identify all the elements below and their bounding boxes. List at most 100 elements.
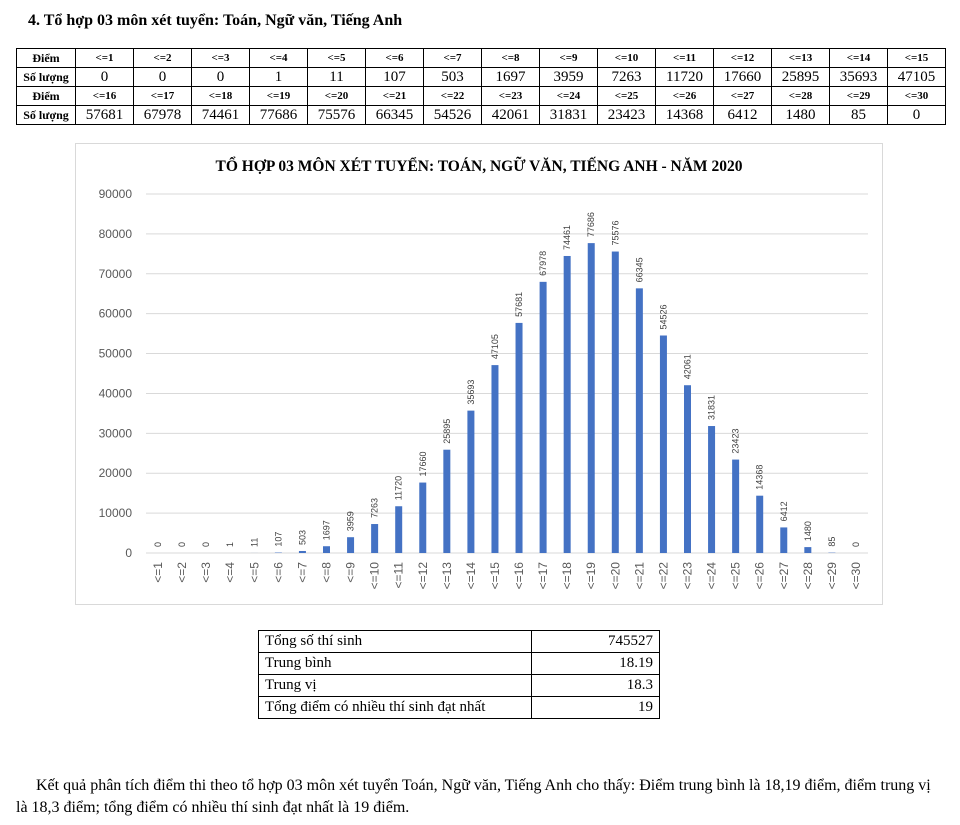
- score-cell: <=4: [249, 48, 308, 68]
- data-label: 54526: [658, 304, 668, 329]
- data-label: 503: [297, 530, 307, 545]
- y-tick-label: 0: [125, 546, 132, 560]
- x-tick-label: <=16: [512, 562, 526, 590]
- x-tick-label: <=1: [151, 562, 165, 583]
- data-label: 42061: [683, 354, 693, 379]
- bar: [467, 410, 475, 553]
- count-cell: 0: [75, 67, 134, 87]
- count-cell: 74461: [191, 105, 250, 125]
- count-cell: 0: [191, 67, 250, 87]
- count-cell: 1: [249, 67, 308, 87]
- bar: [659, 335, 667, 553]
- data-label: 7263: [370, 498, 380, 518]
- data-label: 6412: [779, 501, 789, 521]
- data-label: 31831: [707, 395, 717, 420]
- score-cell: <=23: [481, 86, 540, 106]
- count-cell: 6412: [713, 105, 772, 125]
- count-cell: 3959: [539, 67, 598, 87]
- y-tick-label: 30000: [99, 426, 133, 440]
- x-tick-label: <=25: [729, 562, 743, 590]
- x-tick-label: <=20: [608, 562, 622, 590]
- bar: [684, 385, 691, 553]
- bar: [395, 506, 403, 553]
- score-cell: <=16: [75, 86, 134, 106]
- count-row: Số lượng 57681 67978 74461 77686 75576 6…: [16, 105, 946, 125]
- y-tick-label: 20000: [99, 466, 133, 480]
- score-distribution-chart: TỔ HỢP 03 MÔN XÉT TUYỂN: TOÁN, NGỮ VĂN, …: [75, 143, 883, 605]
- bar: [611, 251, 619, 553]
- count-cell: 54526: [423, 105, 482, 125]
- count-cell: 85: [829, 105, 888, 125]
- count-cell: 42061: [481, 105, 540, 125]
- row-label-score: Điểm: [16, 86, 76, 106]
- stat-value: 19: [531, 696, 660, 719]
- row-label-count: Số lượng: [16, 67, 76, 87]
- x-tick-label: <=21: [632, 562, 646, 590]
- x-tick-label: <=22: [656, 562, 670, 590]
- count-cell: 0: [887, 105, 946, 125]
- count-cell: 11: [307, 67, 366, 87]
- data-label: 35693: [466, 380, 476, 405]
- score-cell: <=10: [597, 48, 656, 68]
- section-heading: 4. Tổ hợp 03 môn xét tuyển: Toán, Ngữ vă…: [28, 12, 403, 29]
- stat-row-total: Tổng số thí sinh 745527: [258, 630, 660, 653]
- count-cell: 107: [365, 67, 424, 87]
- x-tick-label: <=26: [753, 562, 767, 590]
- stat-row-mode: Tổng điểm có nhiều thí sinh đạt nhất 19: [258, 696, 660, 719]
- score-cell: <=24: [539, 86, 598, 106]
- y-tick-label: 10000: [99, 506, 133, 520]
- count-cell: 1697: [481, 67, 540, 87]
- x-tick-label: <=17: [536, 562, 550, 590]
- score-cell: <=13: [771, 48, 830, 68]
- summary-stats-table: Tổng số thí sinh 745527 Trung bình 18.19…: [258, 630, 660, 719]
- bar: [443, 449, 451, 553]
- x-tick-label: <=6: [271, 562, 285, 583]
- score-cell: <=7: [423, 48, 482, 68]
- bar: [539, 281, 547, 553]
- count-cell: 1480: [771, 105, 830, 125]
- x-tick-label: <=13: [440, 562, 454, 590]
- count-cell: 23423: [597, 105, 656, 125]
- count-cell: 31831: [539, 105, 598, 125]
- x-tick-label: <=23: [681, 562, 695, 590]
- data-label: 107: [273, 532, 283, 547]
- row-label-score: Điểm: [16, 48, 76, 68]
- data-label: 0: [851, 542, 861, 547]
- bar: [708, 426, 716, 553]
- x-tick-label: <=28: [801, 562, 815, 590]
- count-cell: 11720: [655, 67, 714, 87]
- count-cell: 14368: [655, 105, 714, 125]
- score-header-row: Điểm <=16 <=17 <=18 <=19 <=20 <=21 <=22 …: [16, 86, 946, 106]
- score-header-row: Điểm <=1 <=2 <=3 <=4 <=5 <=6 <=7 <=8 <=9…: [16, 48, 946, 68]
- score-cell: <=17: [133, 86, 192, 106]
- stat-label: Tổng số thí sinh: [258, 630, 532, 653]
- count-cell: 77686: [249, 105, 308, 125]
- score-cell: <=22: [423, 86, 482, 106]
- score-distribution-table: Điểm <=1 <=2 <=3 <=4 <=5 <=6 <=7 <=8 <=9…: [16, 48, 946, 125]
- data-label: 0: [153, 542, 163, 547]
- x-tick-label: <=30: [849, 562, 863, 590]
- stat-label: Tổng điểm có nhiều thí sinh đạt nhất: [258, 696, 532, 719]
- data-label: 85: [827, 537, 837, 547]
- x-tick-label: <=4: [223, 562, 237, 583]
- y-tick-label: 80000: [99, 227, 133, 241]
- data-label: 11720: [394, 476, 404, 500]
- x-tick-label: <=7: [295, 562, 309, 583]
- count-cell: 7263: [597, 67, 656, 87]
- data-label: 66345: [634, 257, 644, 282]
- count-cell: 17660: [713, 67, 772, 87]
- count-cell: 25895: [771, 67, 830, 87]
- x-tick-label: <=19: [584, 562, 598, 590]
- data-label: 14368: [755, 465, 765, 490]
- data-label: 23423: [731, 429, 741, 454]
- x-tick-label: <=3: [199, 562, 213, 583]
- stat-row-mean: Trung bình 18.19: [258, 652, 660, 675]
- stat-label: Trung bình: [258, 652, 532, 675]
- y-tick-label: 70000: [99, 267, 133, 281]
- bar: [756, 495, 764, 553]
- x-tick-label: <=5: [247, 562, 261, 583]
- x-tick-label: <=15: [488, 562, 502, 590]
- bar: [635, 288, 643, 553]
- score-cell: <=30: [887, 86, 946, 106]
- data-label: 77686: [586, 212, 596, 237]
